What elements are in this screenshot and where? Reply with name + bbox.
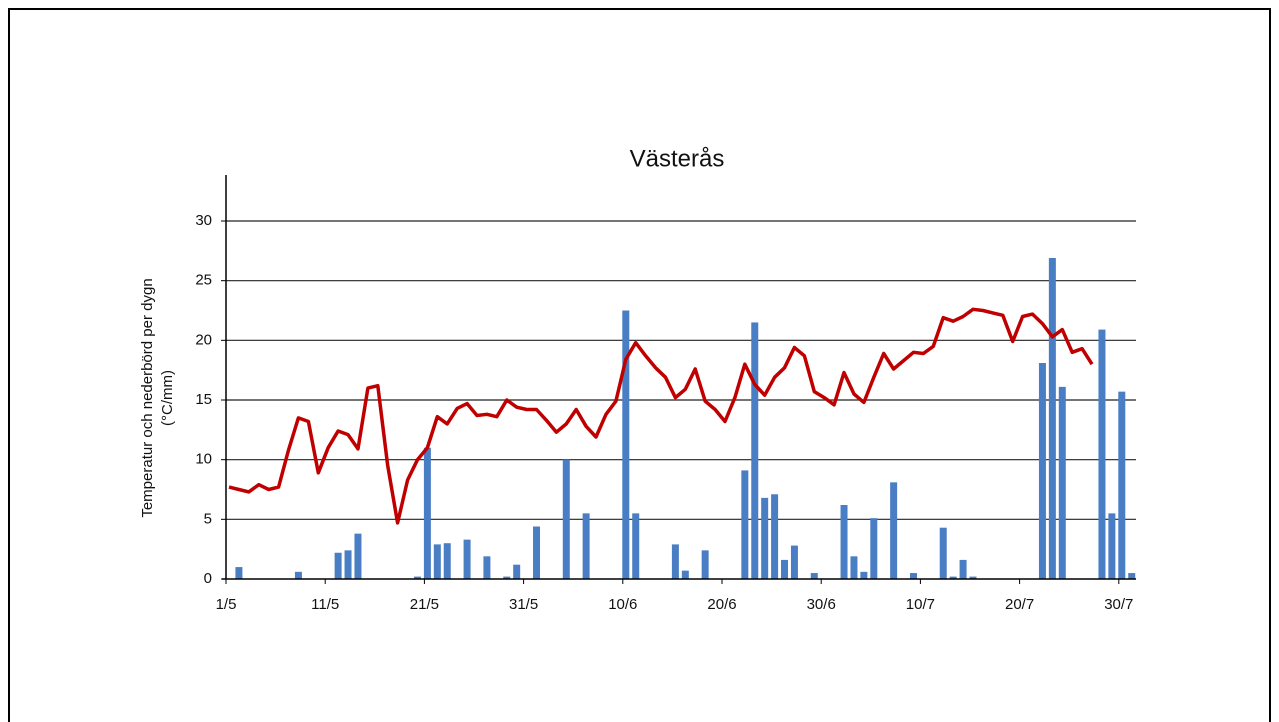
bar	[235, 567, 243, 579]
bar	[423, 447, 431, 579]
y-tick-label: 25	[195, 272, 212, 289]
bar	[959, 559, 967, 579]
bar	[781, 559, 789, 579]
bar	[503, 576, 511, 579]
bar	[483, 556, 491, 579]
bar	[860, 571, 868, 579]
bar	[533, 526, 541, 579]
y-tick-label: 0	[204, 570, 212, 587]
bar	[761, 497, 769, 579]
bar	[909, 573, 917, 579]
bar	[354, 533, 362, 579]
bar	[840, 505, 848, 579]
y-tick-label: 5	[204, 510, 212, 527]
bar	[1038, 363, 1046, 579]
x-tick-label: 20/6	[707, 596, 736, 613]
bar	[870, 518, 878, 579]
bar	[334, 552, 342, 579]
bar	[1058, 386, 1066, 579]
y-tick-label: 30	[195, 212, 212, 229]
y-tick-label: 20	[195, 331, 212, 348]
bar	[771, 494, 779, 579]
y-tick-label: 15	[195, 391, 212, 408]
bar	[701, 550, 709, 579]
bar	[443, 543, 451, 579]
chart-title: Västerås	[630, 145, 725, 172]
bar	[790, 545, 798, 579]
bar	[1128, 573, 1136, 579]
y-axis-label: Temperatur och nederbörd per dygn	[139, 278, 156, 517]
bar	[681, 570, 689, 579]
frame	[8, 8, 1271, 722]
x-tick-label: 21/5	[410, 596, 439, 613]
bar	[294, 571, 302, 579]
bar	[671, 544, 679, 579]
bar	[513, 564, 521, 579]
bar	[582, 513, 590, 579]
x-tick-label: 31/5	[509, 596, 538, 613]
bar	[463, 539, 471, 579]
bar	[433, 544, 441, 579]
y-axis-label: (°C/mm)	[159, 370, 176, 426]
x-tick-label: 30/6	[807, 596, 836, 613]
bar	[622, 310, 630, 579]
bar	[1098, 329, 1106, 579]
bar	[810, 573, 818, 579]
bar	[751, 322, 759, 579]
x-tick-label: 11/5	[311, 596, 339, 613]
bar	[741, 470, 749, 579]
bar	[1048, 257, 1056, 579]
bar	[413, 576, 421, 579]
temperature-line	[228, 307, 1094, 525]
bar	[344, 550, 352, 579]
bar	[949, 576, 957, 579]
bar	[939, 527, 947, 579]
y-tick-label: 10	[195, 451, 212, 468]
x-tick-label: 10/6	[608, 596, 637, 613]
x-tick-label: 1/5	[216, 596, 237, 613]
bar	[850, 556, 858, 579]
bar	[562, 459, 570, 579]
x-tick-label: 30/7	[1104, 596, 1133, 613]
bar	[1108, 513, 1116, 579]
bar	[1118, 391, 1126, 579]
bar	[632, 513, 640, 579]
bar	[969, 576, 977, 579]
x-tick-label: 10/7	[906, 596, 935, 613]
x-tick-label: 20/7	[1005, 596, 1034, 613]
bar	[890, 482, 898, 579]
